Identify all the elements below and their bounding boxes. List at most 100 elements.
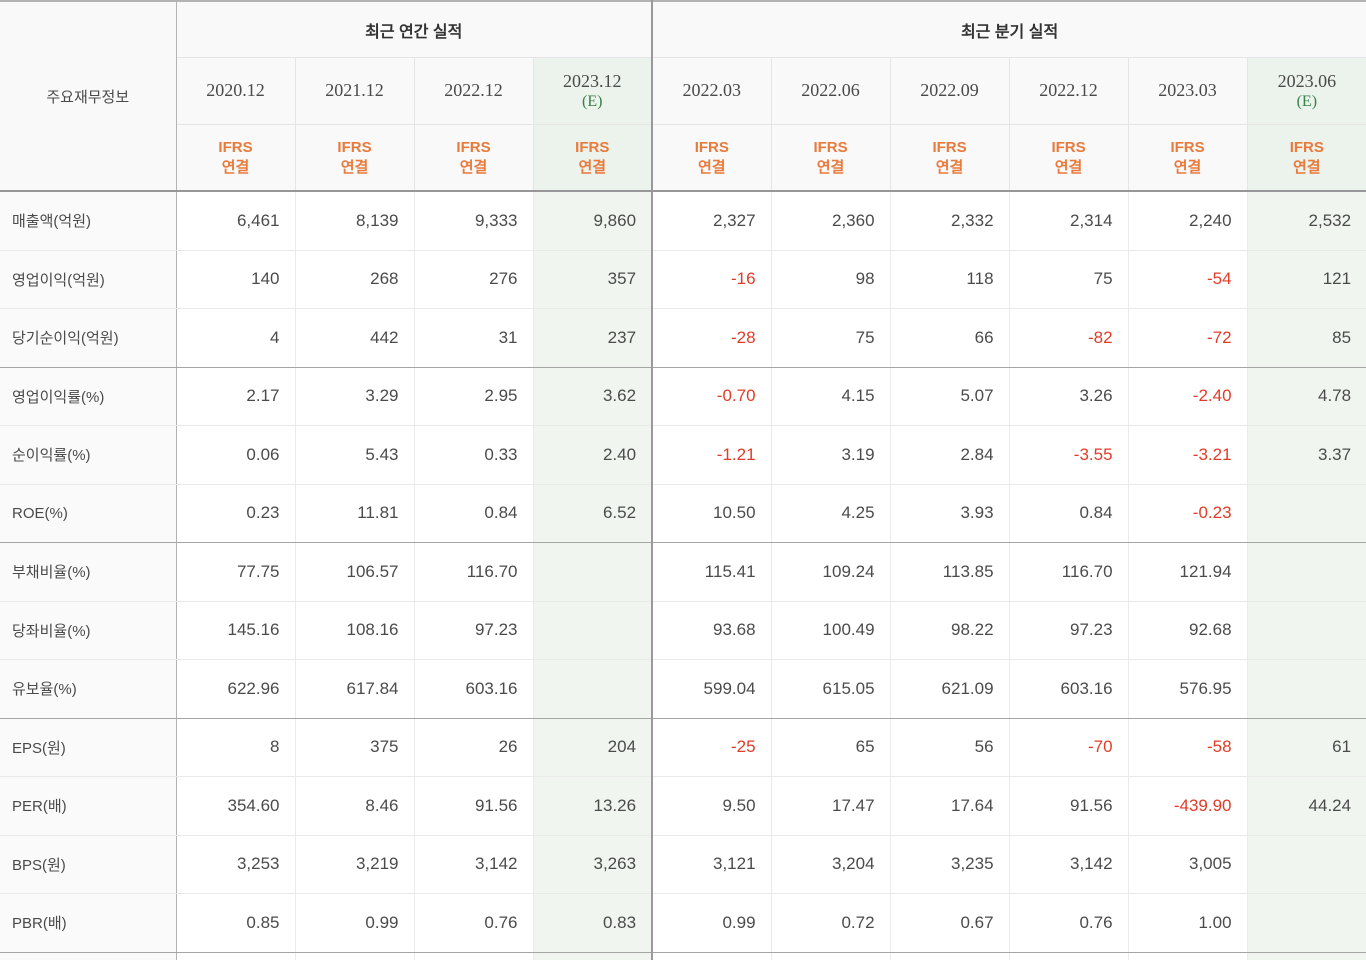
- column-period: 2021.12: [295, 57, 415, 125]
- value-cell: 204: [533, 718, 653, 777]
- row-label: BPS(원): [0, 835, 177, 894]
- value-cell: 91.56: [414, 776, 534, 836]
- value-cell: -0.70: [651, 367, 772, 426]
- row-label: PER(배): [0, 776, 177, 836]
- table-row: 당기순이익(억원) 4 442 31 237 -28 75 66 -82 -72 85: [0, 308, 1366, 368]
- value-cell: 0.76: [414, 893, 534, 953]
- value-cell: 31: [414, 308, 534, 368]
- period-label: 2022.12: [444, 80, 503, 101]
- column-standard: IFRS 연결: [414, 124, 534, 192]
- period-label: 2020.12: [206, 80, 265, 101]
- period-label: 2023.06: [1277, 70, 1337, 91]
- column-period: 2023.03: [1128, 57, 1248, 125]
- value-cell: 5.07: [890, 367, 1010, 426]
- value-cell: 3.19: [771, 425, 891, 485]
- value-cell: 0.85: [176, 893, 296, 953]
- value-cell: 91.56: [1009, 776, 1129, 836]
- value-cell: 75: [771, 308, 891, 368]
- column-period: 2022.06: [771, 57, 891, 125]
- value-cell: 622.96: [176, 659, 296, 719]
- value-cell: 98: [771, 250, 891, 309]
- row-label: 유보율(%): [0, 659, 177, 719]
- value-cell: 93.68: [651, 601, 772, 660]
- table-row: BPS(원) 3,253 3,219 3,142 3,263 3,121 3,204 3,23…: [0, 835, 1366, 894]
- value-cell: 0.99: [651, 893, 772, 953]
- value-cell: 116.70: [414, 542, 534, 602]
- value-cell: 6,461: [176, 191, 296, 251]
- value-cell: 237: [533, 308, 653, 368]
- value-cell: 1.00: [1128, 893, 1248, 953]
- row-label: 당기순이익(억원): [0, 308, 177, 368]
- table-row: 당좌비율(%) 145.16 108.16 97.23 93.68 100.49 98.22…: [0, 601, 1366, 660]
- table-row: 유보율(%) 622.96 617.84 603.16 599.04 615.05 621.…: [0, 659, 1366, 719]
- value-cell: 2.95: [414, 367, 534, 426]
- column-standard: IFRS 연결: [1128, 124, 1248, 192]
- value-cell: 4.15: [771, 367, 891, 426]
- value-cell: 3.37: [1247, 425, 1366, 485]
- section-title: 최근 분기 실적: [651, 1, 1366, 58]
- value-cell: 3.62: [533, 367, 653, 426]
- value-cell: -25: [651, 718, 772, 777]
- column-standard: IFRS 연결: [1247, 124, 1366, 192]
- value-cell: 3,005: [1128, 835, 1248, 894]
- value-cell: 621.09: [890, 659, 1010, 719]
- value-cell: 0.83: [533, 893, 653, 953]
- value-cell: 8,139: [295, 191, 415, 251]
- row-label: 부채비율(%): [0, 542, 177, 602]
- value-cell: [1247, 893, 1366, 953]
- column-period: 2022.12: [1009, 57, 1129, 125]
- period-label: 2022.09: [920, 80, 979, 101]
- row-label: 순이익률(%): [0, 425, 177, 485]
- value-cell: 2.84: [890, 425, 1010, 485]
- value-cell: 3,204: [771, 835, 891, 894]
- header-row-standards: IFRS 연결 IFRS 연결 IFRS 연결 IFRS 연결 IFRS 연결 IFRS …: [0, 124, 1366, 192]
- value-cell: 6.52: [533, 484, 653, 543]
- value-cell: 106.57: [295, 542, 415, 602]
- value-cell: [1247, 601, 1366, 660]
- value-cell: 0.06: [176, 425, 296, 485]
- value-cell: 3.26: [1009, 367, 1129, 426]
- value-cell: 66: [890, 308, 1010, 368]
- value-cell: 61: [1247, 718, 1366, 777]
- value-cell: 3,235: [890, 835, 1010, 894]
- value-cell: [1247, 835, 1366, 894]
- value-cell: [533, 601, 653, 660]
- value-cell: 3.93: [890, 484, 1010, 543]
- value-cell: -3.55: [1009, 425, 1129, 485]
- column-period: 2022.03: [651, 57, 772, 125]
- value-cell: 2,332: [890, 191, 1010, 251]
- table-row: 영업이익(억원) 140 268 276 357 -16 98 118 75 -54 121: [0, 250, 1366, 309]
- value-cell: 0.84: [414, 484, 534, 543]
- header-row-sections: 주요재무정보 최근 연간 실적 최근 분기 실적: [0, 1, 1366, 192]
- value-cell: 98.22: [890, 601, 1010, 660]
- period-label: 2023.12: [563, 70, 622, 91]
- partial-row: [0, 952, 1366, 960]
- value-cell: 617.84: [295, 659, 415, 719]
- value-cell: 603.16: [414, 659, 534, 719]
- value-cell: 375: [295, 718, 415, 777]
- value-cell: 3,253: [176, 835, 296, 894]
- corner-label: 주요재무정보: [0, 1, 177, 192]
- value-cell: 121.94: [1128, 542, 1248, 602]
- value-cell: [1247, 659, 1366, 719]
- row-label: EPS(원): [0, 718, 177, 777]
- value-cell: 0.33: [414, 425, 534, 485]
- value-cell: 2.17: [176, 367, 296, 426]
- column-standard: IFRS 연결: [533, 124, 653, 192]
- value-cell: 3,263: [533, 835, 653, 894]
- column-period: 2022.12: [414, 57, 534, 125]
- value-cell: 576.95: [1128, 659, 1248, 719]
- value-cell: 77.75: [176, 542, 296, 602]
- table-row: 매출액(억원) 6,461 8,139 9,333 9,860 2,327 2,360 2,3…: [0, 191, 1366, 251]
- table-row: 부채비율(%) 77.75 106.57 116.70 115.41 109.24 113.…: [0, 542, 1366, 602]
- value-cell: 9,333: [414, 191, 534, 251]
- value-cell: 4.25: [771, 484, 891, 543]
- value-cell: -16: [651, 250, 772, 309]
- value-cell: 0.72: [771, 893, 891, 953]
- period-label: 2022.03: [682, 80, 742, 101]
- value-cell: 0.76: [1009, 893, 1129, 953]
- period-label: 2022.12: [1039, 80, 1098, 101]
- value-cell: 8.46: [295, 776, 415, 836]
- estimate-mark: (E): [1296, 93, 1318, 111]
